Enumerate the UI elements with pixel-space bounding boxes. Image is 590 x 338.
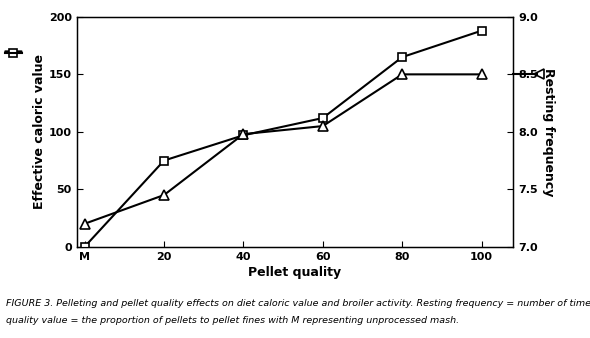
Text: quality value = the proportion of pellets to pellet fines with M representing un: quality value = the proportion of pellet… — [6, 316, 459, 325]
Y-axis label: Effective caloric value: Effective caloric value — [33, 54, 46, 209]
X-axis label: Pellet quality: Pellet quality — [248, 266, 342, 279]
Text: FIGURE 3. Pelleting and pellet quality effects on diet caloric value and broiler: FIGURE 3. Pelleting and pellet quality e… — [6, 299, 590, 308]
Y-axis label: Resting frequency: Resting frequency — [542, 68, 555, 196]
